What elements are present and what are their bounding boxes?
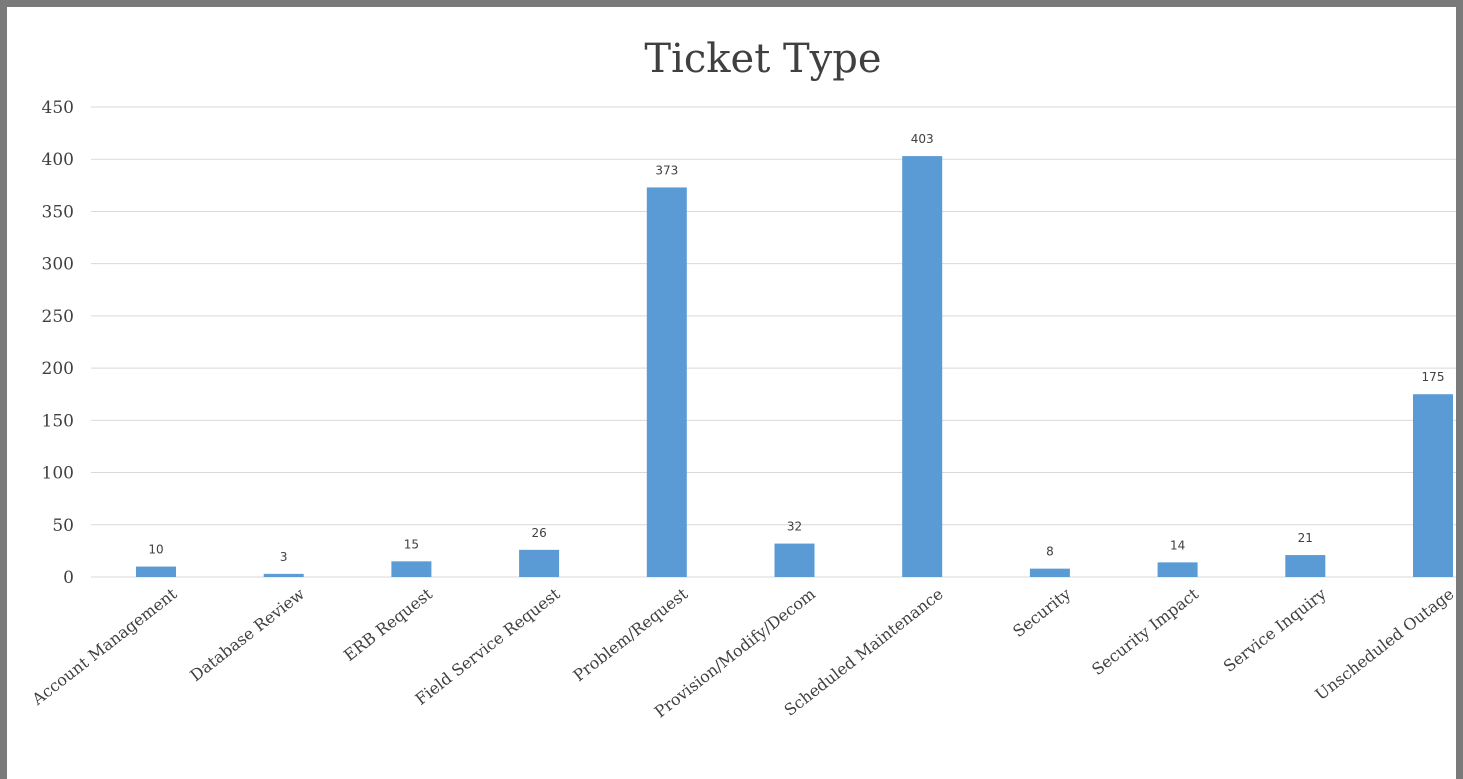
y-tick-label-300: 300: [42, 255, 74, 275]
data-labels: 10 3 15 26 373 32 403 8 14 21 175: [148, 132, 1444, 564]
x-category-label-2: ERB Request: [340, 584, 436, 665]
x-category-label-1: Database Review: [186, 584, 308, 685]
data-label-10: 175: [1422, 370, 1445, 384]
data-label-9: 21: [1298, 531, 1313, 545]
bar-1: [263, 573, 304, 577]
bar-2: [391, 561, 432, 577]
y-tick-label-50: 50: [52, 516, 74, 536]
x-category-label-9: Service Inquiry: [1220, 584, 1330, 676]
y-tick-label-0: 0: [63, 568, 74, 588]
y-tick-label-150: 150: [42, 411, 74, 431]
data-label-1: 3: [280, 550, 288, 564]
bar-10: [1413, 394, 1453, 577]
x-category-label-4: Problem/Request: [570, 584, 692, 685]
bar-8: [1157, 562, 1198, 577]
data-label-0: 10: [148, 543, 163, 557]
y-axis-tick-labels: 0 50 100 150 200 250 300 350 400 450: [42, 98, 74, 588]
bar-7: [1029, 568, 1070, 577]
x-category-label-0: Account Management: [28, 584, 181, 710]
bar-9: [1285, 555, 1326, 577]
data-label-4: 373: [655, 163, 678, 177]
bars: [136, 156, 1453, 578]
y-tick-label-400: 400: [42, 150, 74, 170]
y-tick-label-100: 100: [42, 464, 74, 484]
bar-0: [136, 566, 176, 577]
chart-title: Ticket Type: [644, 36, 881, 82]
y-tick-label-200: 200: [42, 359, 74, 379]
x-axis-category-labels: Account Management Database Review ERB Req…: [28, 584, 1458, 722]
x-category-label-10: Unscheduled Outage: [1312, 584, 1458, 704]
x-category-label-8: Security Impact: [1088, 584, 1202, 679]
bar-3: [519, 549, 560, 577]
x-category-label-3: Field Service Request: [412, 584, 564, 709]
gridlines: [91, 106, 1456, 578]
x-category-label-7: Security: [1009, 584, 1074, 641]
y-tick-label-450: 450: [42, 98, 74, 118]
data-label-3: 26: [531, 526, 546, 540]
data-label-2: 15: [404, 537, 419, 551]
bar-4: [646, 187, 687, 577]
data-label-6: 403: [911, 132, 934, 146]
data-label-7: 8: [1046, 545, 1054, 559]
bar-5: [774, 543, 815, 577]
data-label-5: 32: [787, 520, 802, 534]
data-label-8: 14: [1170, 538, 1185, 552]
bar-6: [902, 156, 943, 578]
y-tick-label-350: 350: [42, 202, 74, 222]
y-tick-label-250: 250: [42, 307, 74, 327]
